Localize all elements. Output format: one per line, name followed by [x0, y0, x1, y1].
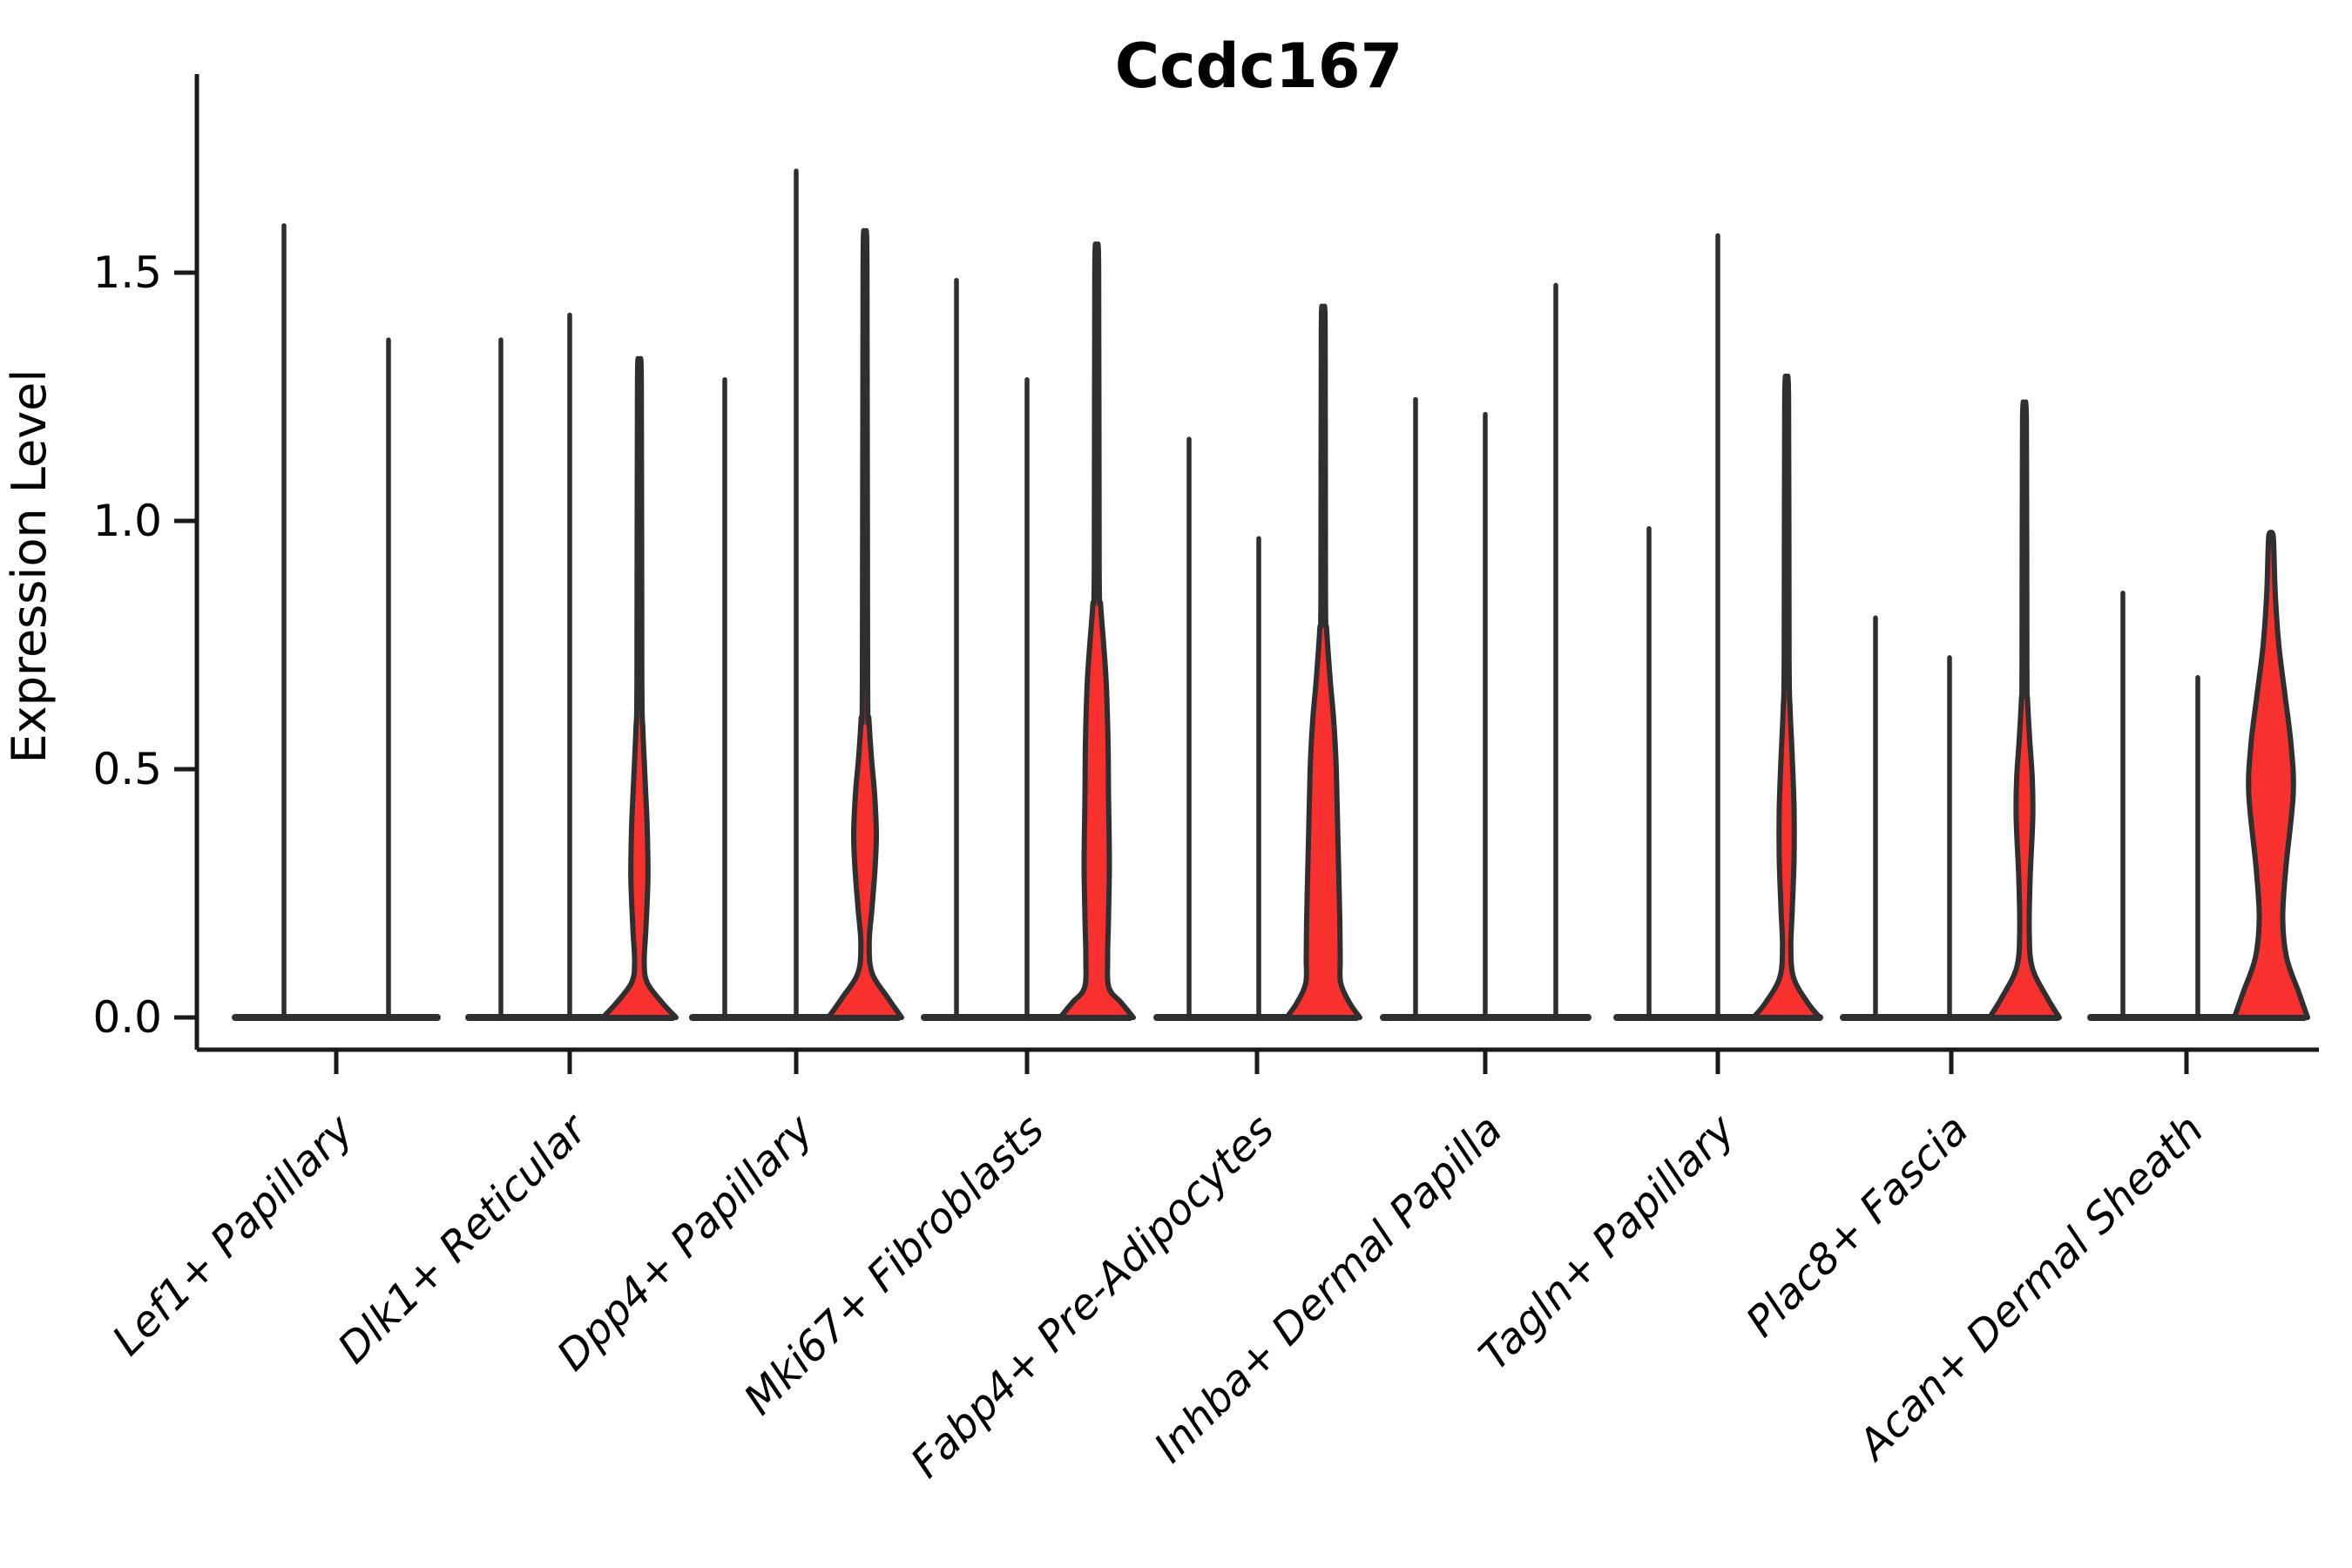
- violin-red: [1987, 399, 2062, 1020]
- y-tick-label: 0.0: [92, 992, 162, 1043]
- violin-red: [826, 228, 904, 1020]
- x-tick-label: Tagln+ Papillary: [1470, 1105, 1745, 1380]
- y-axis-label: Expression Level: [2, 369, 57, 764]
- violin-red: [2232, 530, 2310, 1020]
- x-tick-label: Plac8+ Fascia: [1737, 1105, 1978, 1347]
- violin-red: [1751, 374, 1822, 1020]
- x-tick-label: Fabp4+ Pre-Adipocytes: [902, 1105, 1284, 1488]
- violin-red: [1058, 241, 1136, 1020]
- chart-title: Ccdc167: [1115, 30, 1403, 102]
- x-tick-label: Lef1+ Papillary: [103, 1105, 363, 1365]
- violin-red: [600, 355, 679, 1020]
- y-tick-label: 0.5: [92, 744, 162, 794]
- x-tick-label: Dlk1+ Reticular: [328, 1104, 598, 1374]
- y-tick-label: 1.0: [92, 496, 162, 546]
- y-tick-label: 1.5: [92, 247, 162, 298]
- violin-red: [1284, 303, 1362, 1020]
